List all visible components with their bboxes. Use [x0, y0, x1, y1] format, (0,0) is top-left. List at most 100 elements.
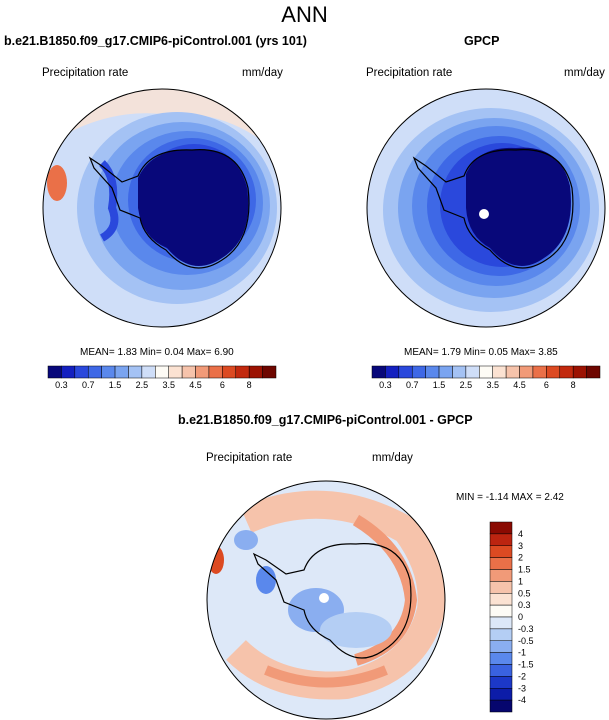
model-colorbar-swatch [155, 365, 169, 379]
diff-colorbar-tick-label: 1 [518, 576, 523, 586]
model-colorbar-swatch [222, 365, 237, 379]
diff-colorbar: 4 3 2 1.51 0.5 0.3 0 -0.3 -0.5 -1 -1.5-2 -3 -4 [489, 521, 534, 713]
obs-panel-title: GPCP [464, 34, 500, 48]
model-precip-map [42, 88, 282, 328]
diff-colorbar-swatch [489, 604, 513, 618]
obs-precip-map [366, 88, 606, 328]
diff-colorbar-tick-label: 0.3 [518, 600, 531, 610]
model-colorbar-tick-label: 1.5 [109, 380, 122, 390]
obs-colorbar-swatch [586, 365, 601, 379]
model-colorbar-swatch [181, 365, 196, 379]
obs-colorbar-swatch [559, 365, 574, 379]
obs-colorbar-swatch [398, 365, 413, 379]
model-colorbar-swatch [248, 365, 263, 379]
obs-colorbar-swatch [572, 365, 587, 379]
diff-colorbar-swatch [489, 557, 513, 570]
model-colorbar-swatch [47, 365, 62, 379]
obs-colorbar-swatch [505, 365, 520, 379]
model-colorbar-swatch [262, 365, 277, 379]
obs-variable-label: Precipitation rate [366, 67, 453, 79]
obs-colorbar-tick-label: 4.5 [513, 380, 526, 390]
model-colorbar-swatch [195, 365, 210, 379]
obs-colorbar-swatch [385, 365, 400, 379]
model-colorbar-tick-label: 6 [220, 380, 225, 390]
diff-colorbar-swatch [489, 521, 513, 535]
obs-colorbar: 0.3 0.7 1.5 2.5 3.5 4.5 6 8 [371, 365, 601, 390]
diff-colorbar-swatch [489, 664, 513, 677]
figure-title: ANN [281, 2, 328, 27]
model-colorbar-tick-label: 2.5 [136, 380, 149, 390]
diff-colorbar-swatch [489, 699, 513, 713]
model-colorbar-swatch [128, 365, 143, 379]
diff-colorbar-swatch [489, 652, 513, 665]
diff-units-label: mm/day [372, 452, 413, 464]
diff-colorbar-tick-label: -4 [518, 695, 526, 705]
diff-stats: MIN = -1.14 MAX = 2.42 [456, 492, 564, 503]
model-colorbar-swatch [208, 365, 223, 379]
model-variable-label: Precipitation rate [42, 67, 129, 79]
model-colorbar-swatch [101, 365, 116, 379]
diff-colorbar-tick-label: 2 [518, 553, 523, 563]
diff-colorbar-swatch [489, 545, 513, 558]
obs-stats: MEAN= 1.79 Min= 0.05 Max= 3.85 [404, 347, 558, 358]
model-panel-title: b.e21.B1850.f09_g17.CMIP6-piControl.001 … [4, 34, 307, 48]
model-colorbar-tick-label: 0.3 [55, 380, 68, 390]
diff-colorbar-tick-label: -1.5 [518, 660, 534, 670]
model-colorbar-swatch [141, 365, 156, 379]
model-colorbar-tick-label: 0.7 [82, 380, 95, 390]
obs-colorbar-tick-label: 2.5 [460, 380, 473, 390]
obs-colorbar-swatch [371, 365, 386, 379]
diff-colorbar-swatch [489, 569, 513, 582]
model-colorbar-swatch [74, 365, 89, 379]
diff-colorbar-swatch [489, 688, 513, 701]
diff-panel-title: b.e21.B1850.f09_g17.CMIP6-piControl.001 … [178, 413, 473, 427]
model-colorbar-swatch [114, 365, 129, 379]
model-colorbar-swatch [168, 365, 183, 379]
diff-colorbar-swatch [489, 533, 513, 546]
diff-colorbar-swatch [489, 628, 513, 641]
diff-colorbar-tick-label: -1 [518, 648, 526, 658]
obs-colorbar-swatch [411, 365, 426, 379]
diff-colorbar-tick-label: 3 [518, 541, 523, 551]
obs-colorbar-tick-label: 1.5 [433, 380, 446, 390]
obs-colorbar-swatch [532, 365, 547, 379]
diff-colorbar-swatch [489, 676, 513, 689]
diff-colorbar-tick-label: 0 [518, 612, 523, 622]
diff-colorbar-swatch [489, 640, 513, 653]
obs-colorbar-swatch [479, 365, 493, 379]
diff-colorbar-tick-label: -0.5 [518, 636, 534, 646]
diff-colorbar-swatch [489, 616, 513, 630]
model-colorbar: 0.3 0.7 1.5 2.5 3.5 4.5 6 8 [47, 365, 277, 390]
diff-colorbar-tick-label: 4 [518, 529, 523, 539]
model-colorbar-tick-label: 4.5 [189, 380, 202, 390]
obs-colorbar-swatch [492, 365, 507, 379]
obs-colorbar-tick-label: 8 [571, 380, 576, 390]
obs-colorbar-swatch [546, 365, 561, 379]
obs-colorbar-swatch [438, 365, 453, 379]
model-colorbar-tick-label: 3.5 [162, 380, 175, 390]
diff-variable-label: Precipitation rate [206, 452, 293, 464]
diff-colorbar-tick-label: -2 [518, 671, 526, 681]
obs-colorbar-swatch [452, 365, 467, 379]
diff-colorbar-tick-label: 0.5 [518, 588, 531, 598]
obs-colorbar-swatch [465, 365, 480, 379]
diff-colorbar-tick-label: -3 [518, 683, 526, 693]
diff-colorbar-swatch [489, 581, 513, 594]
model-colorbar-tick-label: 8 [247, 380, 252, 390]
model-colorbar-swatch [235, 365, 250, 379]
obs-colorbar-swatch [425, 365, 440, 379]
diff-colorbar-tick-label: -0.3 [518, 624, 534, 634]
obs-colorbar-tick-label: 0.7 [406, 380, 419, 390]
model-colorbar-swatch [87, 365, 102, 379]
obs-colorbar-tick-label: 3.5 [486, 380, 499, 390]
obs-units-label: mm/day [564, 67, 605, 79]
diff-precip-map [206, 480, 446, 720]
diff-colorbar-tick-label: 1.5 [518, 565, 531, 575]
model-stats: MEAN= 1.83 Min= 0.04 Max= 6.90 [80, 347, 234, 358]
diff-colorbar-swatch [489, 593, 513, 606]
obs-colorbar-tick-label: 6 [544, 380, 549, 390]
model-units-label: mm/day [242, 67, 283, 79]
model-colorbar-swatch [61, 365, 76, 379]
obs-colorbar-swatch [519, 365, 534, 379]
obs-colorbar-tick-label: 0.3 [379, 380, 392, 390]
